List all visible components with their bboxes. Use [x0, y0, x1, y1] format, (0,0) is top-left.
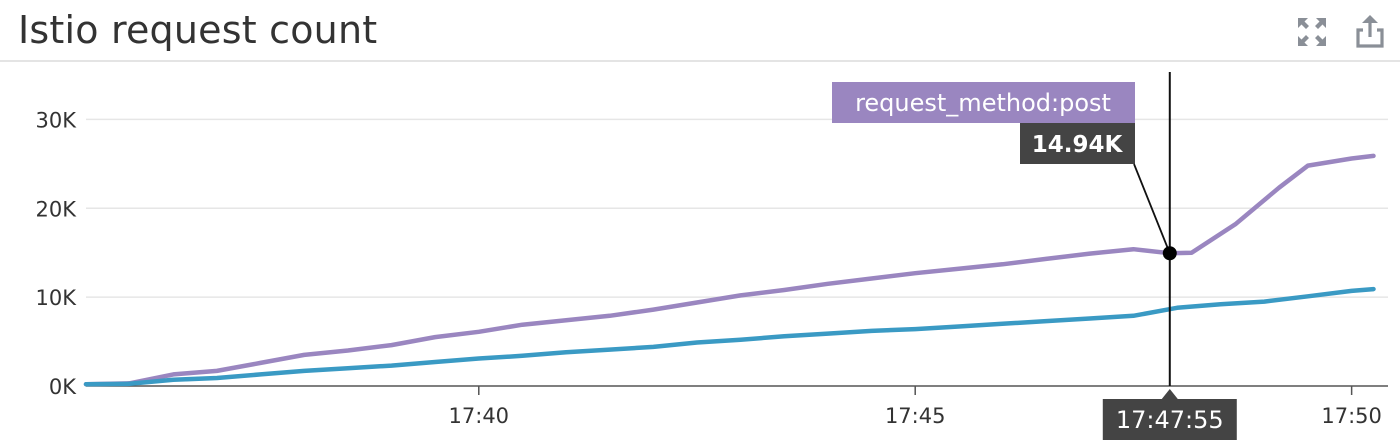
hovered-data-point[interactable]: [1162, 246, 1177, 261]
y-tick-label: 10K: [36, 286, 78, 310]
series-line-other[interactable]: [83, 286, 1376, 387]
x-tick-label: 17:50: [1321, 404, 1382, 428]
time-label-pointer: [1161, 389, 1178, 399]
tooltip-value-label: 14.94K: [1032, 132, 1124, 158]
share-icon[interactable]: [1350, 12, 1390, 52]
time-label-box: [1102, 399, 1237, 440]
tooltip-series-box: [832, 82, 1135, 123]
series-line-request-method-post[interactable]: [83, 153, 1376, 387]
y-tick-label: 30K: [36, 108, 78, 132]
expand-icon[interactable]: [1292, 12, 1332, 52]
tooltip-series-label: request_method:post: [855, 89, 1111, 117]
y-tick-label: 0K: [49, 375, 77, 399]
widget-header: Istio request count: [0, 0, 1400, 62]
tooltip-value-box: [1020, 123, 1135, 164]
y-tick-label: 20K: [36, 197, 78, 221]
widget-title: Istio request count: [18, 8, 378, 52]
x-tick-label: 17:40: [449, 404, 510, 428]
time-label: 17:47:55: [1116, 406, 1224, 434]
x-tick-label: 17:45: [885, 404, 946, 428]
tooltip-leader-line: [1133, 163, 1171, 254]
